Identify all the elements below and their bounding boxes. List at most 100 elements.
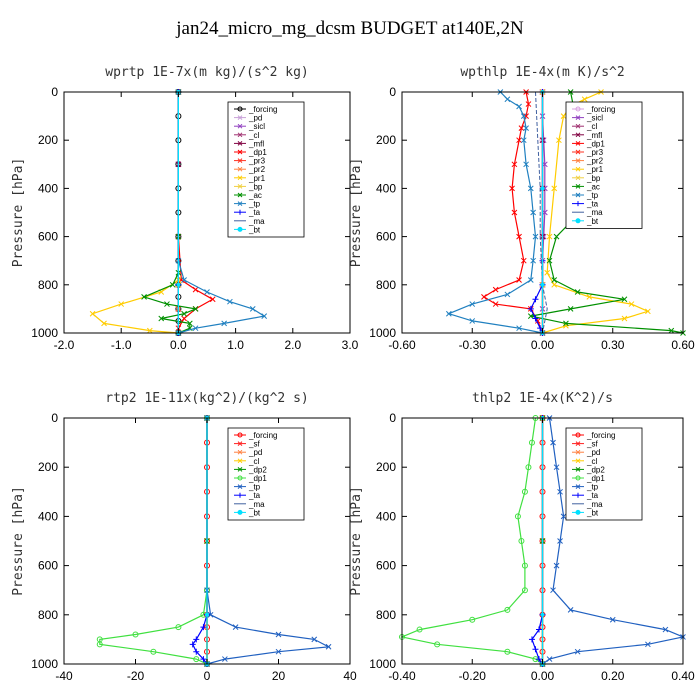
- x-tick-label: 0.30: [601, 338, 625, 352]
- data-point: [532, 646, 539, 653]
- x-tick-label: -0.20: [459, 669, 487, 683]
- legend-label: _pd: [248, 448, 262, 457]
- x-tick-label: -20: [127, 669, 145, 683]
- data-point: [662, 626, 669, 633]
- data-point: [520, 113, 527, 119]
- series-sicl: [539, 89, 548, 336]
- y-tick-label: 0: [51, 411, 58, 425]
- y-tick-label: 0: [389, 85, 396, 99]
- data-point: [574, 289, 581, 295]
- legend-label: _dp1: [248, 148, 267, 157]
- data-point: [325, 643, 332, 650]
- legend-marker: [575, 158, 581, 163]
- legend-label: _ma: [586, 500, 603, 509]
- data-point: [275, 648, 282, 655]
- y-tick-label: 200: [38, 460, 58, 474]
- x-tick-label: -2.0: [54, 338, 75, 352]
- data-point: [504, 606, 511, 613]
- legend-marker: [237, 106, 243, 112]
- data-point: [544, 269, 551, 276]
- legend-marker: [237, 441, 243, 446]
- y-tick-label: 200: [376, 133, 396, 147]
- data-point: [553, 464, 560, 471]
- data-point: [551, 277, 558, 283]
- data-point: [169, 281, 176, 288]
- data-point: [550, 439, 556, 446]
- series-dp1: [96, 415, 210, 667]
- y-tick-label: 400: [38, 509, 58, 523]
- data-point: [546, 656, 553, 662]
- data-point: [511, 209, 518, 216]
- y-tick-label: 400: [376, 509, 396, 523]
- legend-marker: [237, 115, 243, 120]
- legend-label: _pd: [248, 114, 262, 123]
- panel-title: wpthlp 1E-4x(m K)/s^2: [460, 65, 624, 80]
- legend-label: _sicl: [248, 122, 265, 131]
- legend-box: [565, 101, 643, 229]
- x-tick-label: 20: [272, 669, 286, 683]
- data-point: [563, 320, 569, 327]
- y-tick-label: 600: [38, 559, 58, 573]
- legend-label: _ac: [586, 182, 600, 191]
- data-point: [132, 631, 139, 638]
- data-point: [527, 277, 534, 283]
- legend-label: _pd: [586, 448, 600, 457]
- series-line: [177, 92, 214, 333]
- data-point: [546, 257, 553, 264]
- data-point: [521, 488, 528, 495]
- series-tp: [445, 89, 546, 336]
- legend-marker: [237, 484, 243, 489]
- data-point: [205, 612, 209, 617]
- legend-marker: [237, 467, 243, 472]
- data-point: [541, 161, 548, 168]
- x-tick-label: -0.40: [388, 669, 416, 683]
- y-tick-label: 1000: [369, 657, 396, 671]
- y-tick-label: 400: [376, 181, 396, 195]
- legend-label: _ma: [586, 208, 603, 217]
- data-point: [621, 296, 628, 303]
- data-point: [540, 612, 545, 617]
- series-bt: [205, 416, 209, 666]
- legend-marker: [575, 115, 581, 120]
- data-point: [200, 656, 207, 663]
- y-tick-label: 1000: [31, 326, 58, 340]
- data-point: [492, 301, 499, 307]
- legend-label: _dp1: [586, 474, 605, 483]
- series-line: [542, 417, 686, 665]
- data-point: [540, 186, 545, 191]
- x-tick-label: 0.60: [671, 338, 695, 352]
- legend-label: _forcing: [586, 431, 615, 440]
- legend-label: _sf: [586, 440, 598, 449]
- data-point: [523, 125, 529, 132]
- legend-marker: [575, 192, 581, 198]
- legend-marker: [575, 184, 581, 189]
- legend-marker: [237, 175, 243, 181]
- series-line: [99, 418, 208, 665]
- legend-marker: [237, 141, 243, 146]
- data-point: [192, 286, 199, 293]
- x-tick-label: 0.0: [170, 338, 187, 352]
- legend-label: _ma: [248, 217, 265, 226]
- series-ma: [535, 91, 548, 334]
- data-point: [532, 296, 539, 303]
- legend-label: _dp1: [248, 474, 267, 483]
- data-point: [528, 636, 535, 643]
- data-point: [530, 209, 536, 216]
- data-point: [527, 313, 534, 319]
- legend-label: _ac: [248, 191, 262, 200]
- data-point: [516, 233, 522, 240]
- legend-label: _forcing: [586, 105, 615, 114]
- legend-marker: [575, 458, 581, 464]
- data-point: [118, 301, 125, 307]
- legend-label: _pr2: [586, 157, 604, 166]
- chart-panel-2: wpthlp 1E-4x(m K)/s^2 Pressure [hPa] -0.60…: [349, 65, 695, 352]
- data-point: [192, 306, 199, 312]
- y-axis-label: Pressure [hPa]: [349, 158, 364, 268]
- legend-label: _cl: [248, 457, 259, 466]
- legend-marker: [575, 467, 581, 472]
- series-bt: [176, 90, 181, 335]
- data-point: [311, 636, 318, 643]
- data-point: [535, 626, 542, 633]
- data-point: [181, 315, 187, 322]
- data-point: [469, 301, 476, 307]
